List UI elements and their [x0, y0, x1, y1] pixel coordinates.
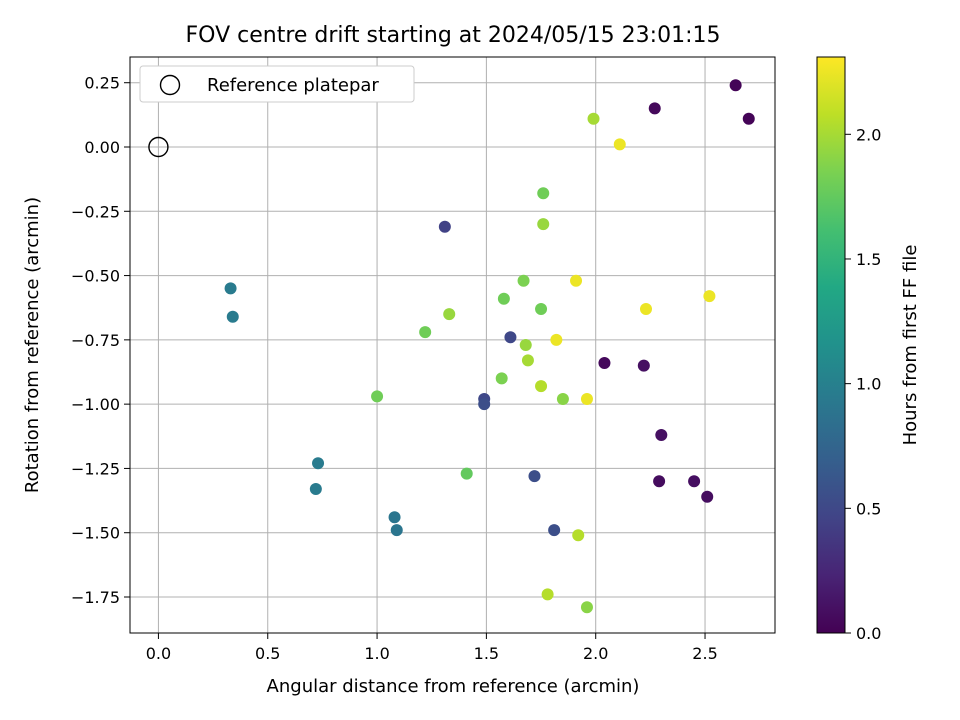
- data-point: [388, 511, 401, 524]
- reference-platepar-marker: [148, 136, 169, 158]
- data-point: [598, 357, 611, 369]
- colorbar-gradient: [817, 57, 845, 633]
- legend-box: [139, 65, 415, 103]
- data-point: [443, 308, 456, 321]
- data-point: [655, 429, 668, 441]
- chart-title: FOV centre drift starting at 2024/05/15 …: [186, 23, 721, 48]
- reference-marker-layer: [148, 136, 169, 158]
- colorbar-tick-label: 2.0: [856, 125, 881, 144]
- data-point: [556, 393, 569, 405]
- data-point: [653, 475, 666, 488]
- data-point: [580, 393, 593, 405]
- data-point: [390, 524, 403, 537]
- data-point: [703, 290, 716, 303]
- y-tick-label: −0.50: [71, 267, 120, 286]
- legend: Reference platepar: [139, 65, 415, 103]
- data-point: [688, 475, 701, 488]
- colorbar-tick-label: 0.0: [856, 624, 881, 643]
- colorbar-frame: [816, 56, 846, 634]
- data-point: [537, 187, 550, 200]
- data-point: [519, 339, 532, 351]
- legend-entry-reference: Reference platepar: [207, 75, 379, 96]
- x-tick-label: 1.0: [364, 644, 389, 663]
- data-point: [535, 380, 548, 393]
- data-point: [528, 470, 541, 483]
- y-tick-label: 0.00: [84, 138, 120, 157]
- y-tick-label: −1.75: [71, 588, 120, 607]
- data-point: [541, 588, 554, 601]
- data-point: [497, 292, 510, 305]
- legend-reference-marker-icon: [159, 74, 181, 96]
- x-tick-label: 2.0: [583, 644, 608, 663]
- y-tick-label: −0.75: [71, 331, 120, 350]
- data-point: [640, 303, 652, 315]
- data-point: [478, 398, 491, 411]
- data-point: [637, 359, 650, 372]
- colorbar-tick-label: 1.5: [856, 250, 881, 269]
- colorbar-tick-label: 1.0: [856, 375, 881, 394]
- data-point: [729, 79, 742, 92]
- data-point: [550, 333, 563, 346]
- y-tick-label: −1.25: [71, 459, 120, 478]
- y-tick-label: −0.25: [71, 202, 120, 221]
- data-point: [580, 601, 593, 614]
- data-point: [517, 274, 530, 287]
- data-point: [224, 282, 237, 295]
- x-axis-ticks: 0.0 0.5 1.0 1.5 2.0 2.5: [146, 633, 718, 663]
- y-tick-label: −1.50: [71, 524, 120, 543]
- data-point: [613, 138, 626, 151]
- data-point: [742, 112, 755, 125]
- data-point: [309, 483, 322, 495]
- plot-frame: [129, 56, 776, 634]
- grid-lines: [130, 57, 775, 633]
- data-point: [570, 274, 583, 287]
- y-tick-label: 0.25: [84, 74, 120, 93]
- data-points: [224, 79, 755, 614]
- data-point: [572, 529, 585, 542]
- data-point: [495, 372, 508, 385]
- x-tick-label: 1.5: [474, 644, 499, 663]
- data-point: [537, 218, 550, 231]
- data-point: [438, 220, 451, 233]
- x-tick-label: 2.5: [692, 644, 717, 663]
- data-point: [419, 326, 432, 339]
- y-axis-label: Rotation from reference (arcmin): [22, 197, 43, 493]
- data-point: [226, 310, 239, 323]
- x-axis-label: Angular distance from reference (arcmin): [267, 676, 640, 697]
- data-point: [312, 457, 325, 470]
- data-point: [371, 390, 384, 403]
- x-tick-label: 0.0: [146, 644, 171, 663]
- data-point: [701, 490, 714, 503]
- data-point: [521, 354, 534, 367]
- y-axis-ticks: 0.25 0.00 −0.25 −0.50 −0.75 −1.00 −1.25 −1.50 −1…: [71, 74, 130, 607]
- data-point: [548, 524, 561, 537]
- data-point: [460, 467, 473, 480]
- data-point: [648, 102, 661, 115]
- colorbar-label: Hours from first FF file: [900, 245, 921, 446]
- y-tick-label: −1.00: [71, 395, 120, 414]
- data-point: [504, 331, 517, 344]
- x-tick-label: 0.5: [255, 644, 280, 663]
- colorbar-tick-label: 0.5: [856, 499, 881, 518]
- data-point: [535, 303, 548, 315]
- colorbar: 0.0 0.5 1.0 1.5 2.0 Hours from first FF file: [816, 56, 921, 643]
- colorbar-ticks: 0.0 0.5 1.0 1.5 2.0: [845, 125, 881, 643]
- data-point: [587, 112, 600, 125]
